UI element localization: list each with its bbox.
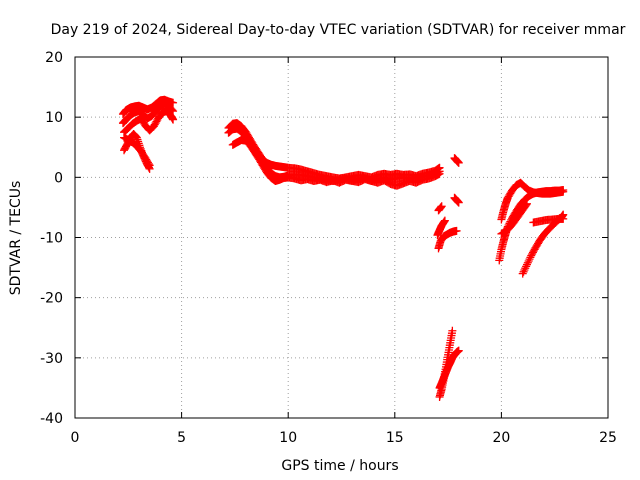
x-tick-label: 10 [279, 430, 297, 446]
data-point [522, 260, 531, 269]
y-tick-label: 0 [54, 170, 63, 186]
data-point [521, 264, 530, 273]
data-point [559, 187, 568, 196]
grid [75, 57, 608, 418]
data-point [448, 326, 457, 335]
data-point [437, 202, 446, 211]
data-point [440, 216, 449, 225]
data-series [450, 154, 463, 167]
x-tick-label: 0 [71, 430, 80, 446]
data-series [120, 133, 154, 170]
data-point [435, 169, 444, 178]
x-axis-label: GPS time / hours [281, 458, 398, 474]
y-axis-label: SDTVAR / TECUs [8, 181, 24, 296]
data-point [523, 258, 532, 267]
y-tick-label: 20 [45, 50, 63, 66]
y-tick-label: 10 [45, 110, 63, 126]
data-series [228, 136, 444, 190]
data-point [518, 269, 527, 278]
plot-frame [74, 56, 609, 419]
data-series [433, 216, 449, 240]
data-point [522, 199, 531, 208]
data-point [525, 255, 534, 264]
data-point [559, 214, 568, 223]
x-tick-label: 20 [492, 430, 510, 446]
x-tick-label: 15 [386, 430, 404, 446]
data-series [435, 346, 463, 392]
y-tick-label: -30 [40, 351, 63, 367]
chart-title: Day 219 of 2024, Sidereal Day-to-day VTE… [51, 22, 626, 38]
data-point [524, 256, 533, 265]
data-series [497, 199, 531, 238]
data-series [118, 99, 178, 128]
data-series [529, 214, 568, 227]
data-series [434, 202, 446, 215]
data-point [169, 115, 178, 124]
data-point [522, 262, 531, 271]
data-point [519, 267, 528, 276]
x-tick-label: 25 [599, 430, 617, 446]
y-tick-label: -40 [40, 411, 63, 427]
data-point [454, 158, 463, 167]
y-tick-label: -10 [40, 231, 63, 247]
data-point [454, 198, 463, 207]
data-point [145, 161, 154, 170]
y-tick-label: -20 [40, 291, 63, 307]
data-point [452, 226, 461, 235]
data-series [450, 193, 463, 207]
data-series [120, 107, 178, 137]
data-point [454, 346, 463, 355]
axis-ticks: 0 5 10 15 20 25 -40 -30 -20 -10 0 10 20 [40, 50, 617, 446]
data-series [434, 226, 461, 253]
data-point [526, 253, 535, 262]
data-series [497, 178, 568, 224]
data-points [118, 95, 568, 401]
x-tick-label: 5 [177, 430, 186, 446]
data-point [169, 98, 178, 107]
data-point [522, 201, 531, 210]
data-point [144, 159, 153, 168]
data-point [520, 265, 529, 274]
